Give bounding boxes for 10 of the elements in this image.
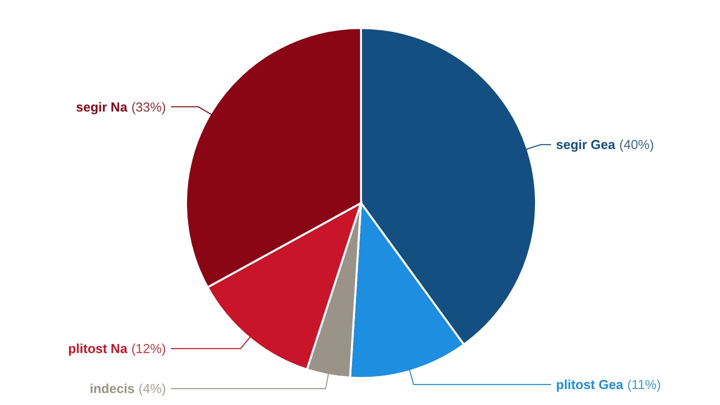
slice-label: segir Gea <box>556 137 616 152</box>
data-label: (33%) <box>131 99 166 114</box>
data-label: (12%) <box>131 341 166 356</box>
data-label: (40%) <box>619 137 654 152</box>
slice-label: indecis <box>90 381 135 396</box>
data-label: (4%) <box>138 381 166 396</box>
data-label: (11%) <box>627 377 661 392</box>
slice-label: segir Na <box>76 99 128 114</box>
slice-label: plitost Gea <box>556 377 624 392</box>
slice-label: plitost Na <box>68 341 128 356</box>
